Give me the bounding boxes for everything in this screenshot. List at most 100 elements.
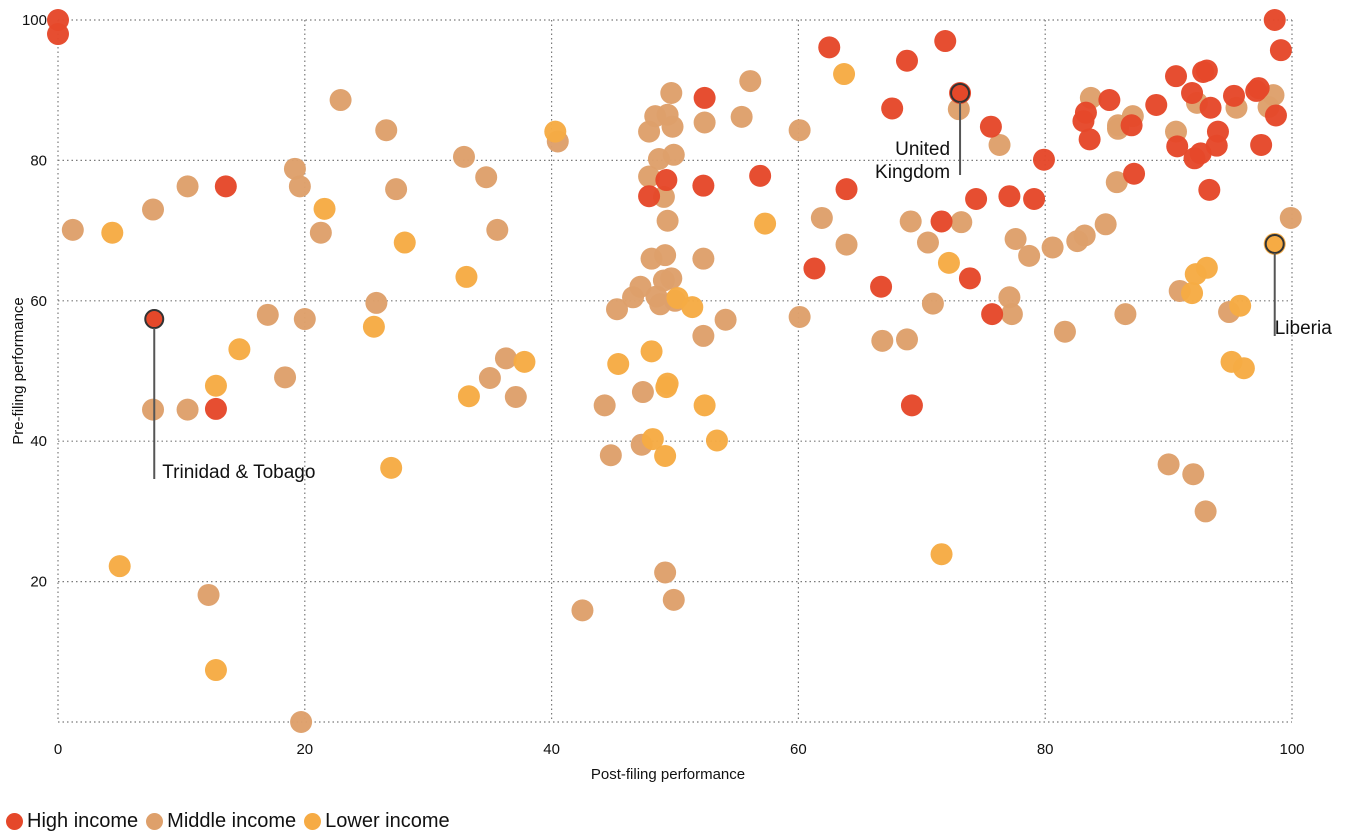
data-point xyxy=(930,543,953,566)
tick-labels: 0 20 40 60 80 100 20 40 60 80 100 xyxy=(22,12,1305,758)
annotation-label-line: United xyxy=(895,139,950,160)
data-point xyxy=(362,315,385,338)
data-point xyxy=(693,86,716,109)
data-point xyxy=(947,98,970,121)
annotation: Liberia xyxy=(1264,233,1332,339)
annotation-label: United Kingdom xyxy=(875,139,950,183)
annotation-label: Liberia xyxy=(1275,318,1332,339)
data-point xyxy=(1123,162,1146,185)
data-point xyxy=(979,115,1002,138)
y-axis-title: Pre-filing performance xyxy=(10,297,27,445)
data-point xyxy=(288,175,311,198)
data-point xyxy=(629,275,652,298)
data-point xyxy=(1094,213,1117,236)
data-point xyxy=(654,561,677,584)
x-tick-label: 80 xyxy=(1037,741,1054,758)
data-point xyxy=(47,23,69,46)
y-tick-label: 100 xyxy=(22,12,47,29)
data-point xyxy=(607,352,630,375)
data-point xyxy=(871,329,894,352)
data-point xyxy=(958,267,981,290)
data-point xyxy=(309,221,332,244)
annotation-label-line: Liberia xyxy=(1275,318,1332,339)
y-tick-label: 20 xyxy=(30,574,47,591)
data-point xyxy=(681,296,704,319)
data-point xyxy=(1263,9,1286,31)
data-point xyxy=(455,265,478,288)
data-point xyxy=(1279,206,1302,229)
data-point xyxy=(1098,89,1121,112)
x-tick-label: 60 xyxy=(790,741,807,758)
data-point xyxy=(965,188,988,211)
data-point xyxy=(1105,171,1128,194)
data-point xyxy=(1199,96,1222,119)
data-point xyxy=(142,398,165,421)
data-point xyxy=(204,659,227,682)
series-high-income xyxy=(47,9,1292,420)
data-point xyxy=(660,82,683,105)
data-point xyxy=(204,374,227,397)
data-point xyxy=(293,308,316,331)
data-point xyxy=(692,174,715,197)
x-axis-title: Post-filing performance xyxy=(591,766,745,783)
data-point xyxy=(1232,357,1255,380)
data-point xyxy=(870,275,893,298)
y-tick-label: 80 xyxy=(30,152,47,169)
data-point xyxy=(656,209,679,232)
data-point xyxy=(818,36,841,59)
data-point xyxy=(655,169,678,192)
data-point xyxy=(1165,65,1188,88)
legend-item-middle-income: Middle income xyxy=(146,810,296,833)
data-point xyxy=(937,251,960,274)
data-point xyxy=(504,385,527,408)
data-point xyxy=(692,324,715,347)
data-point xyxy=(641,428,664,451)
data-point xyxy=(881,97,904,120)
legend-swatch-middle-income xyxy=(146,813,164,830)
data-point xyxy=(660,267,683,290)
data-point xyxy=(593,394,616,417)
data-point xyxy=(1195,59,1218,82)
data-point xyxy=(1032,148,1055,171)
annotation: United Kingdom xyxy=(875,83,971,183)
data-point xyxy=(754,212,777,235)
annotation: Trinidad & Tobago xyxy=(144,309,315,483)
data-point xyxy=(1264,104,1287,127)
data-point xyxy=(101,221,124,244)
data-point xyxy=(256,303,279,326)
data-point xyxy=(1229,294,1252,317)
data-point xyxy=(486,218,509,241)
x-tick-label: 100 xyxy=(1279,741,1304,758)
data-point xyxy=(214,175,237,198)
legend-item-high-income: High income xyxy=(6,810,138,833)
data-point xyxy=(895,328,918,351)
data-point xyxy=(998,185,1021,208)
data-point xyxy=(1247,77,1270,100)
scatter-plot: 0 20 40 60 80 100 20 40 60 80 100 Post-filing perf… xyxy=(10,9,1332,783)
data-point xyxy=(1120,114,1143,137)
data-point xyxy=(204,397,227,420)
data-point xyxy=(1018,244,1041,267)
data-point xyxy=(452,145,475,168)
highlighted-point xyxy=(950,83,971,104)
data-point xyxy=(1000,303,1023,326)
data-point xyxy=(638,185,661,208)
data-point xyxy=(749,164,772,187)
data-point xyxy=(475,166,498,189)
data-point xyxy=(599,444,622,467)
data-point xyxy=(385,178,408,201)
data-point xyxy=(835,233,858,256)
highlighted-point xyxy=(1264,233,1285,254)
data-point xyxy=(640,340,663,363)
data-point xyxy=(934,30,957,53)
data-point xyxy=(900,394,923,417)
x-tick-label: 20 xyxy=(296,741,313,758)
data-point xyxy=(290,711,313,733)
data-point xyxy=(176,398,199,421)
x-tick-label: 40 xyxy=(543,741,560,758)
x-tick-label: 0 xyxy=(54,741,62,758)
data-point xyxy=(513,350,536,373)
data-point xyxy=(662,143,685,166)
data-point xyxy=(393,231,416,254)
data-point xyxy=(329,89,352,112)
